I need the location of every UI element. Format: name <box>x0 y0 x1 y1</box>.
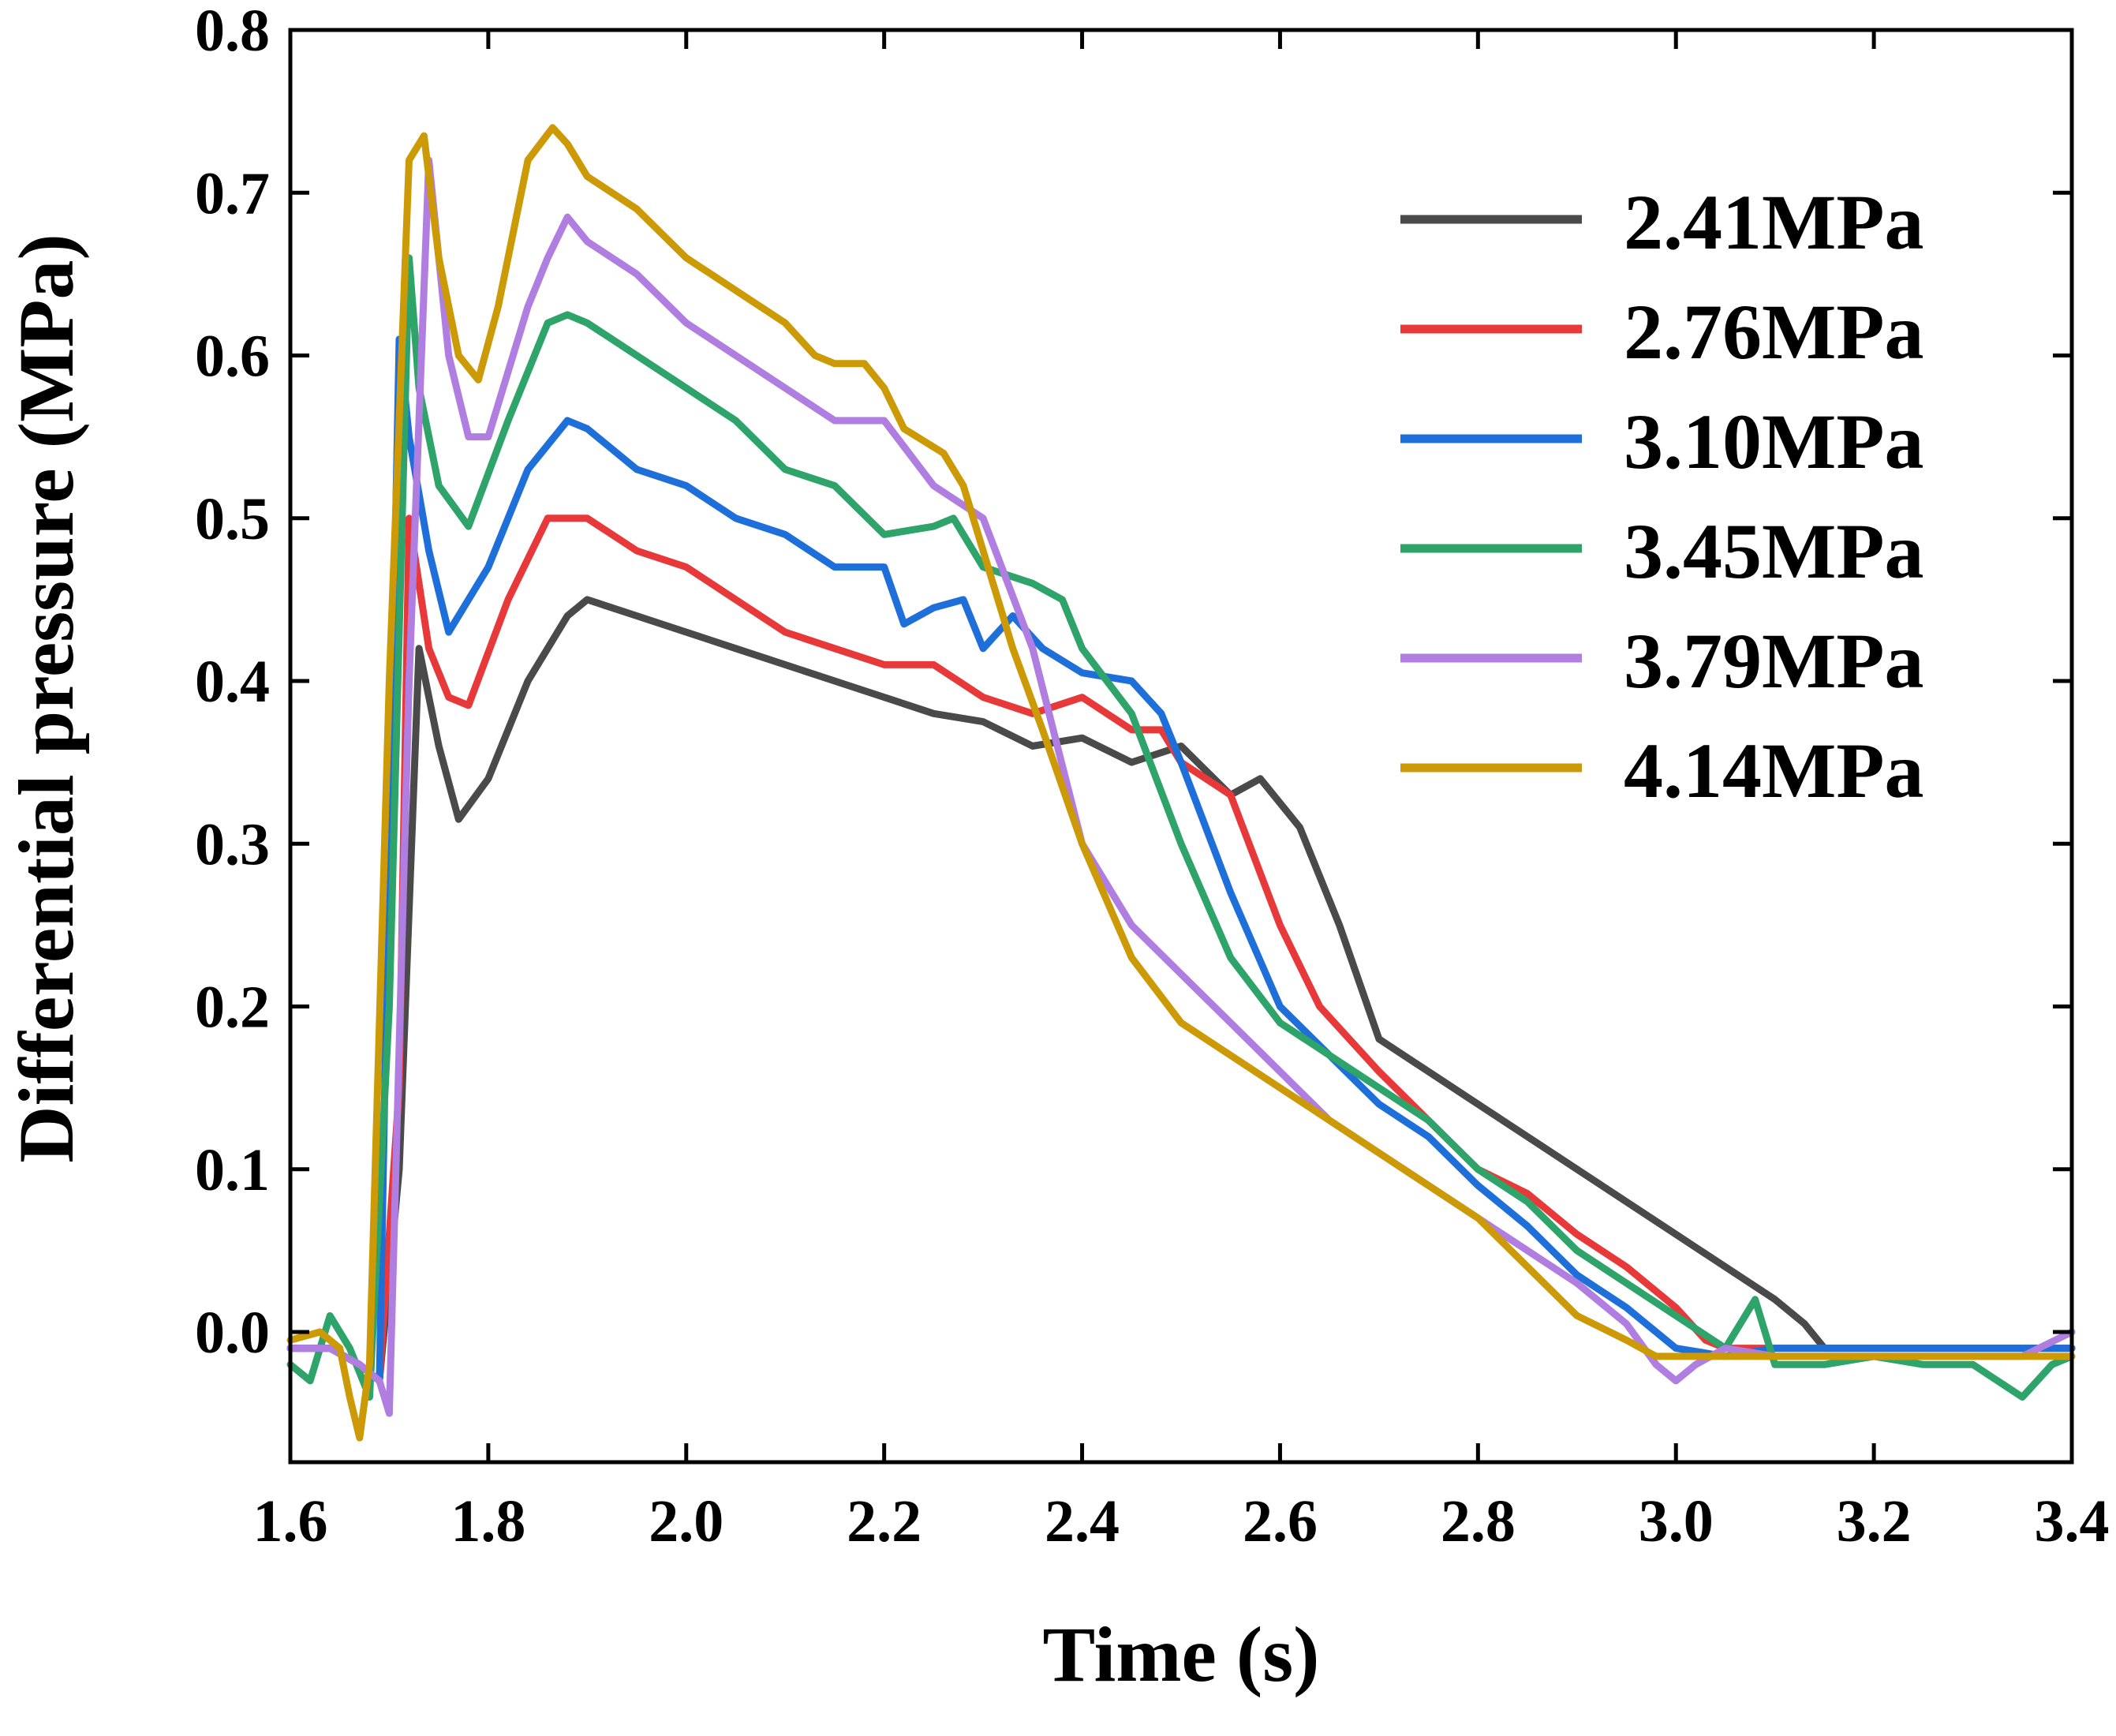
legend-label-1: 2.76MPa <box>1624 288 1923 376</box>
legend-label-0: 2.41MPa <box>1624 178 1923 266</box>
x-tick-label: 1.6 <box>253 1488 328 1555</box>
legend-label-4: 3.79MPa <box>1624 617 1923 705</box>
series-layer <box>286 124 2076 1442</box>
series-line-4 <box>286 156 2076 1417</box>
x-tick-label: 2.2 <box>847 1488 922 1555</box>
series-line-3 <box>286 254 2076 1401</box>
legend-label-2: 3.10MPa <box>1624 398 1923 485</box>
y-axis-label: Differential pressure (MPa) <box>2 234 90 1163</box>
series-line-0 <box>286 596 2076 1385</box>
y-tick-label: 0.7 <box>195 160 270 226</box>
x-tick-label: 2.4 <box>1045 1488 1120 1555</box>
y-tick-label: 0.1 <box>195 1137 270 1203</box>
y-tick-label: 0.4 <box>195 649 270 715</box>
ticks-layer: 1.6 1.8 2.0 2.2 2.4 2.6 2.8 3.0 3.2 3.4 0.0 0.1 0.2 0… <box>195 0 2110 1555</box>
x-tick-label: 1.8 <box>450 1488 525 1555</box>
series-line-2 <box>286 335 2076 1385</box>
y-tick-label: 0.6 <box>195 324 270 390</box>
x-tick-label: 2.0 <box>649 1488 723 1555</box>
y-tick-label: 0.8 <box>195 0 270 64</box>
x-tick-label: 2.8 <box>1441 1488 1516 1555</box>
y-tick-label: 0.3 <box>195 811 270 877</box>
y-tick-label: 0.0 <box>195 1300 270 1366</box>
legend: 2.41MPa 2.76MPa 3.10MPa 3.45MPa 3.79MPa 4.14M… <box>1400 178 1923 814</box>
x-axis-label: Time (s) <box>1043 1611 1320 1698</box>
y-tick-label: 0.5 <box>195 486 270 552</box>
x-tick-label: 3.2 <box>1837 1488 1912 1555</box>
x-tick-label: 3.4 <box>2035 1488 2110 1555</box>
x-tick-label: 2.6 <box>1243 1488 1318 1555</box>
plot-frame <box>288 28 2074 1465</box>
legend-label-3: 3.45MPa <box>1624 507 1923 595</box>
series-line-5 <box>286 124 2076 1442</box>
y-tick-label: 0.2 <box>195 975 270 1041</box>
legend-label-5: 4.14MPa <box>1624 727 1923 814</box>
x-tick-label: 3.0 <box>1639 1488 1714 1555</box>
